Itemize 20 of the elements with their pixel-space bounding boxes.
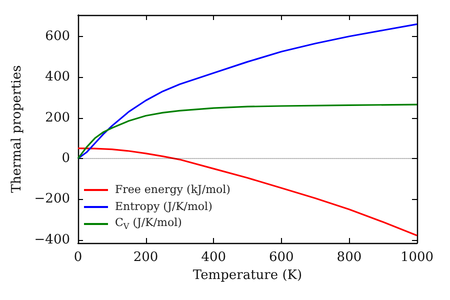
x-axis-title: Temperature (K) [192, 268, 302, 283]
y-tick-label: −200 [34, 192, 70, 207]
y-tick-label: 400 [45, 70, 70, 85]
x-tick-label: 800 [336, 250, 362, 265]
y-tick-label: 0 [62, 151, 70, 166]
x-tick-label: 600 [268, 250, 294, 265]
line-series [77, 23, 418, 160]
legend-label: Entropy (J/K/mol) [115, 200, 212, 213]
y-tick-label: 200 [45, 110, 70, 126]
line-series [77, 148, 418, 236]
legend-label: Free energy (kJ/mol) [115, 183, 230, 196]
x-tick-label: 200 [133, 250, 158, 265]
y-tick-label: 600 [45, 28, 70, 44]
x-tick-label: 400 [201, 250, 226, 265]
x-tick-label: 1000 [400, 250, 434, 265]
line-series [77, 104, 418, 160]
y-axis-title: Thermal properties [9, 65, 24, 193]
x-tick-label: 0 [74, 250, 82, 265]
y-tick-label: −400 [34, 232, 70, 248]
legend-label: C$_{V}$ (J/K/mol) [115, 216, 182, 232]
